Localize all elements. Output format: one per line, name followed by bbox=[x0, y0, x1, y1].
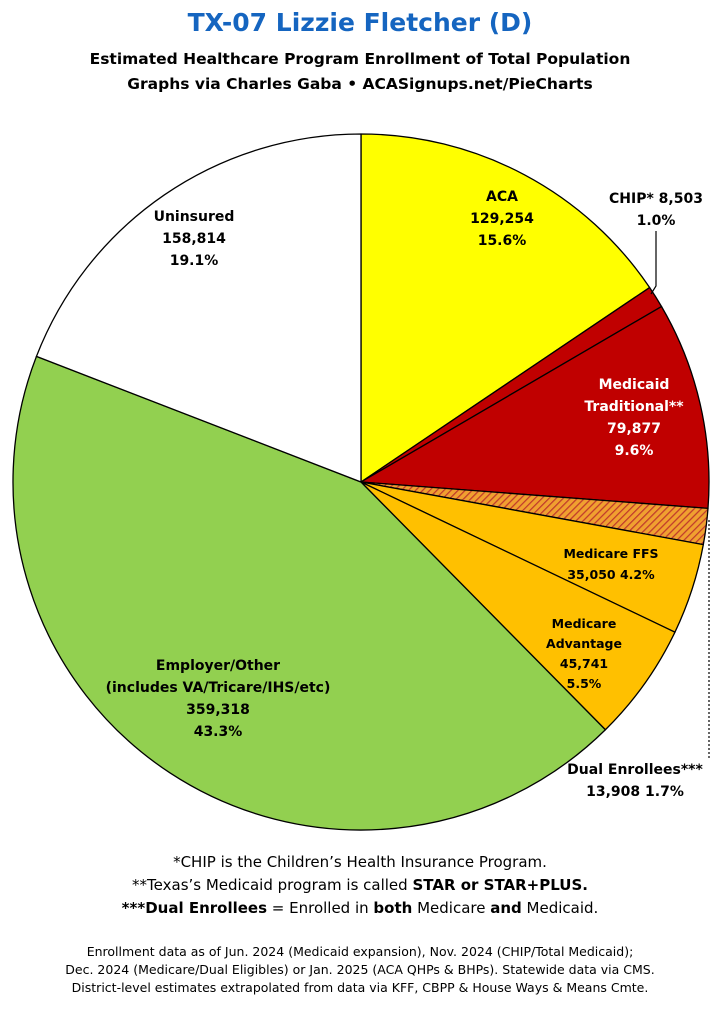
label-medicare-advantage: Medicare Advantage 45,741 5.5% bbox=[546, 616, 622, 691]
label-chip-name: CHIP* 8,503 bbox=[609, 191, 703, 207]
footnote-chip-text: *CHIP is the Children’s Health Insurance… bbox=[173, 853, 547, 871]
label-medicaid-value: 79,877 bbox=[607, 421, 661, 437]
footnote-medicaid-text: **Texas’s Medicaid program is called bbox=[132, 876, 413, 894]
label-medicaid-name-2: Traditional** bbox=[584, 399, 684, 415]
label-ma-name-2: Advantage bbox=[546, 636, 622, 651]
chart-title: TX-07 Lizzie Fletcher (D) bbox=[187, 8, 533, 37]
label-employer: Employer/Other (includes VA/Tricare/IHS/… bbox=[106, 658, 331, 740]
pie-chart: ACA 129,254 15.6% CHIP* 8,503 1.0% Medic… bbox=[12, 133, 710, 831]
label-uninsured-percent: 19.1% bbox=[170, 253, 219, 269]
chart-credit: Graphs via Charles Gaba • ACASignups.net… bbox=[127, 75, 593, 93]
footnote-dual-and: and bbox=[490, 899, 522, 917]
label-uninsured-name: Uninsured bbox=[154, 209, 235, 225]
label-chip: CHIP* 8,503 1.0% bbox=[609, 191, 703, 295]
footnote-dual: ***Dual Enrollees = Enrolled in both Med… bbox=[0, 899, 720, 917]
pie-slice-medicaid bbox=[360, 305, 710, 509]
footnote-medicaid: **Texas’s Medicaid program is called STA… bbox=[0, 876, 720, 894]
label-ma-name-1: Medicare bbox=[552, 616, 617, 631]
label-aca-value: 129,254 bbox=[470, 211, 534, 227]
footnote-medicaid-program: STAR or STAR+PLUS. bbox=[412, 876, 588, 894]
label-aca-percent: 15.6% bbox=[478, 233, 527, 249]
label-employer-value: 359,318 bbox=[186, 702, 250, 718]
label-dual-value: 13,908 1.7% bbox=[586, 784, 684, 800]
label-aca-name: ACA bbox=[486, 189, 518, 205]
footnote-dual-text-1: = Enrolled in bbox=[267, 899, 374, 917]
label-dual-name: Dual Enrollees*** bbox=[567, 762, 703, 778]
footnote-dual-term: ***Dual Enrollees bbox=[121, 899, 268, 917]
chart-subtitle: Estimated Healthcare Program Enrollment … bbox=[89, 50, 631, 68]
footnote-chip: *CHIP is the Children’s Health Insurance… bbox=[0, 853, 720, 871]
label-employer-percent: 43.3% bbox=[194, 724, 243, 740]
label-ma-percent: 5.5% bbox=[567, 676, 602, 691]
pie-slice-aca bbox=[360, 133, 651, 483]
label-aca: ACA 129,254 15.6% bbox=[470, 189, 534, 249]
footnote-dual-text-2: Medicare bbox=[412, 899, 491, 917]
footer-line-2: Dec. 2024 (Medicare/Dual Eligibles) or J… bbox=[65, 962, 655, 977]
footnote-dual-text-3: Medicaid. bbox=[521, 899, 599, 917]
label-employer-name-2: (includes VA/Tricare/IHS/etc) bbox=[106, 680, 331, 696]
label-uninsured: Uninsured 158,814 19.1% bbox=[154, 209, 235, 269]
label-employer-name-1: Employer/Other bbox=[156, 658, 280, 674]
label-uninsured-value: 158,814 bbox=[162, 231, 226, 247]
label-ma-value: 45,741 bbox=[560, 656, 608, 671]
label-medicaid: Medicaid Traditional** 79,877 9.6% bbox=[584, 377, 684, 459]
footer-line-3: District-level estimates extrapolated fr… bbox=[71, 980, 649, 995]
label-chip-percent: 1.0% bbox=[637, 213, 676, 229]
label-ffs-name: Medicare FFS bbox=[563, 546, 658, 561]
label-medicaid-name-1: Medicaid bbox=[599, 377, 670, 393]
footer-line-1: Enrollment data as of Jun. 2024 (Medicai… bbox=[86, 944, 634, 959]
label-dual-enrollees: Dual Enrollees*** 13,908 1.7% bbox=[567, 520, 710, 800]
pie-slice-employer bbox=[12, 355, 607, 831]
pie-slice-uninsured bbox=[35, 133, 362, 483]
leader-line-chip bbox=[650, 231, 657, 295]
label-medicare-ffs: Medicare FFS 35,050 4.2% bbox=[563, 546, 658, 582]
footnote-dual-both: both bbox=[373, 899, 413, 917]
label-medicaid-percent: 9.6% bbox=[615, 443, 654, 459]
label-ffs-value: 35,050 4.2% bbox=[567, 567, 655, 582]
